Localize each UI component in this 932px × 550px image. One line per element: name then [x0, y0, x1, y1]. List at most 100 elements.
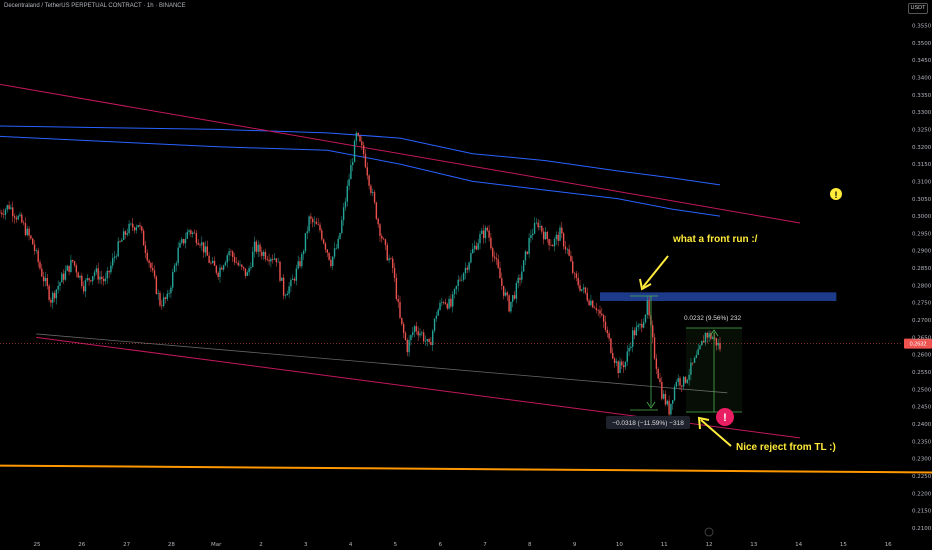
candle-body: [375, 202, 378, 219]
candle-body: [512, 295, 514, 302]
candle-body: [702, 340, 705, 343]
candle-body: [233, 256, 236, 263]
candle-body: [304, 233, 307, 252]
candle-body: [137, 225, 139, 228]
candle-body: [164, 297, 167, 300]
candle-body: [77, 272, 79, 278]
y-tick-label: 0.2150: [912, 509, 932, 515]
candle-body: [555, 234, 558, 240]
y-tick-label: 0.3200: [912, 145, 932, 151]
y-tick-label: 0.2500: [912, 387, 932, 393]
candle-body: [217, 272, 219, 277]
x-tick-label: 14: [795, 542, 802, 548]
x-tick-label: 4: [349, 542, 353, 548]
candle-body: [288, 286, 290, 294]
candle-body: [52, 292, 54, 303]
candle-body: [475, 245, 478, 250]
candle-body: [681, 385, 683, 387]
candle-body: [346, 185, 348, 202]
y-tick-label: 0.3300: [912, 110, 932, 116]
candle-body: [150, 263, 152, 269]
candle-body: [570, 255, 572, 262]
candle-body: [508, 295, 510, 312]
x-tick-label: 16: [885, 542, 892, 548]
candle-body: [364, 154, 367, 168]
y-axis: 0.3550 0.3500 0.3450 0.3400 0.3350 0.3300 0.32…: [912, 23, 932, 532]
candle-body: [624, 361, 627, 368]
candle-body: [593, 307, 596, 309]
moving-averages: [0, 125, 721, 217]
candle-body: [313, 221, 316, 223]
candle-body: [42, 276, 45, 282]
candle-body: [97, 268, 99, 280]
candle-body: [355, 132, 358, 141]
candle-body: [408, 340, 410, 353]
x-tick-label: Mar: [211, 542, 222, 548]
candle-body: [228, 251, 230, 256]
candle-body: [368, 175, 370, 186]
moving-average-line: [0, 135, 721, 217]
candle-body: [484, 227, 487, 239]
candle-body: [401, 317, 403, 324]
y-tick-label: 0.2400: [912, 422, 932, 428]
candle-body: [642, 322, 645, 328]
candle-body: [350, 165, 352, 180]
horizontal-support-line: [0, 464, 932, 474]
candle-body: [255, 241, 258, 252]
candle-body: [197, 242, 199, 245]
candle-body: [377, 218, 379, 225]
candle-body: [415, 326, 418, 332]
candle-body: [39, 262, 41, 269]
y-tick-label: 0.2900: [912, 249, 932, 255]
x-tick-label: 15: [840, 542, 847, 548]
candle-body: [433, 318, 436, 331]
y-tick-label: 0.3000: [912, 214, 932, 220]
candle-body: [121, 240, 123, 242]
candle-body: [566, 249, 568, 250]
candle-body: [652, 325, 654, 338]
candle-body: [10, 207, 12, 209]
y-tick-label: 0.3150: [912, 162, 932, 168]
candle-body: [468, 262, 470, 270]
candle-body: [666, 400, 668, 405]
candle-body: [292, 278, 294, 280]
candle-body: [146, 252, 148, 261]
candle-body: [148, 260, 150, 264]
candle-body: [621, 361, 623, 366]
candle-body: [244, 268, 247, 276]
candle-body: [17, 215, 19, 220]
warning-icon: [830, 188, 842, 200]
range-measurements: 0.0232 (9.56%) 232 −0.0318 (−11.59%) −318: [606, 295, 742, 429]
candles: [0, 131, 721, 418]
candle-body: [653, 337, 656, 359]
candle-body: [490, 237, 492, 249]
current-price-value: 0.2632: [910, 342, 927, 348]
candle-body: [424, 341, 427, 342]
candle-body: [692, 362, 694, 364]
candle-body: [15, 217, 18, 220]
candle-body: [499, 267, 501, 279]
candle-body: [633, 330, 636, 336]
candle-body: [37, 250, 39, 263]
y-tick-label: 0.2450: [912, 405, 932, 411]
candle-body: [102, 278, 105, 282]
candle-body: [82, 286, 85, 292]
candle-body: [281, 277, 283, 281]
y-tick-label: 0.3550: [912, 23, 932, 29]
candle-body: [273, 258, 276, 260]
candle-body: [170, 287, 172, 294]
x-tick-label: 9: [573, 542, 577, 548]
x-tick-label: 12: [706, 542, 713, 548]
candle-body: [53, 292, 56, 299]
candle-body: [24, 223, 27, 236]
y-tick-label: 0.2350: [912, 439, 932, 445]
currency-button[interactable]: USDT: [908, 3, 928, 14]
candle-body: [295, 268, 298, 281]
candle-body: [257, 244, 259, 252]
candle-body: [561, 227, 563, 234]
candle-body: [133, 227, 136, 231]
candle-body: [462, 273, 465, 280]
candle-body: [92, 276, 94, 282]
candle-body: [502, 285, 505, 296]
